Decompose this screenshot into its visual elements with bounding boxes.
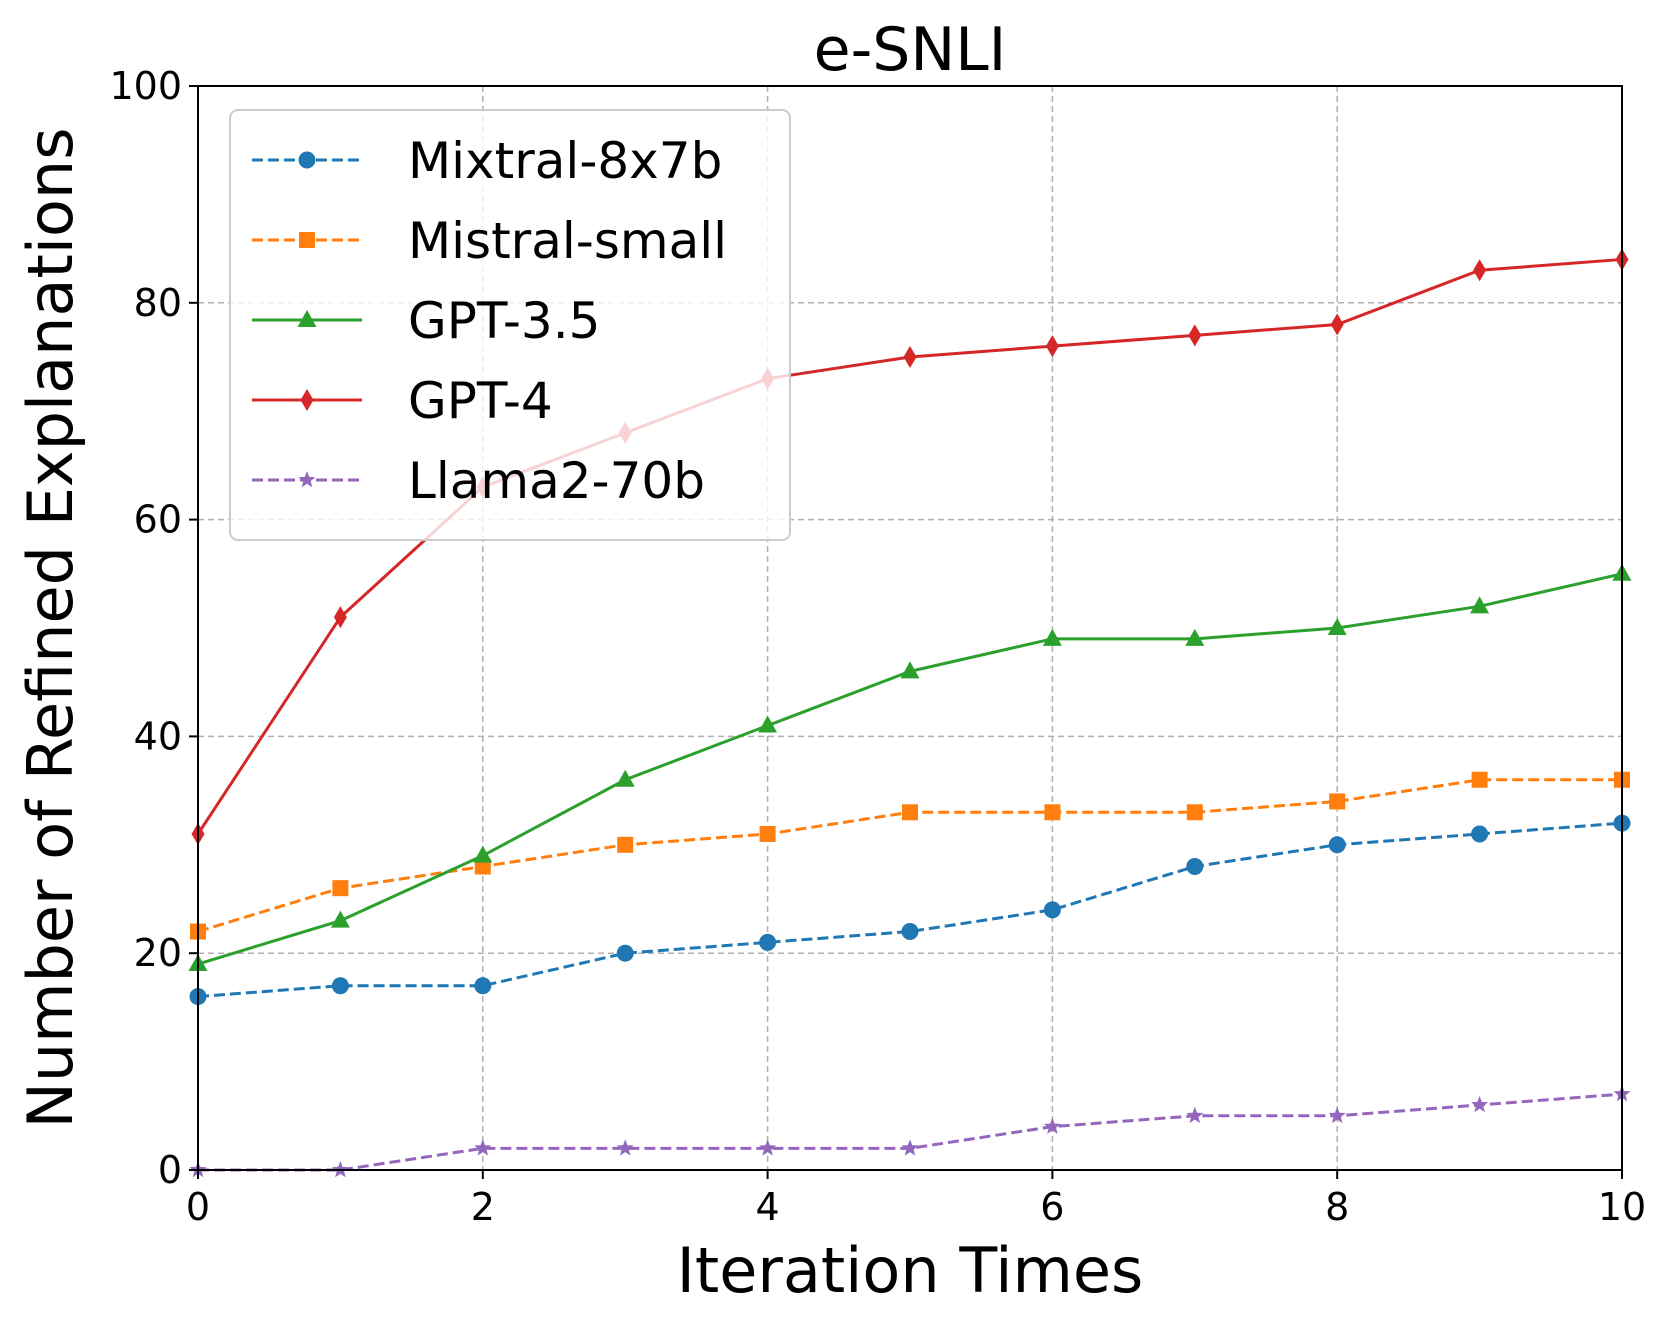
data-point xyxy=(759,1139,777,1156)
series-line xyxy=(197,778,1622,933)
x-tick-label: 2 xyxy=(471,1185,495,1229)
data-point xyxy=(1043,901,1061,919)
data-point xyxy=(332,880,349,897)
data-point xyxy=(1043,1117,1061,1134)
x-tick-label: 4 xyxy=(756,1185,780,1229)
legend-item: Mistral-small xyxy=(252,212,727,270)
legend-item: GPT-4 xyxy=(252,372,553,430)
series-llama2-70b xyxy=(189,1085,1631,1178)
data-point xyxy=(1186,857,1204,875)
data-point xyxy=(1188,324,1202,347)
data-point xyxy=(474,1139,492,1156)
y-tick-label: 0 xyxy=(158,1148,182,1192)
legend-label: Llama2-70b xyxy=(408,452,705,510)
data-point xyxy=(1044,804,1061,821)
x-tick-label: 6 xyxy=(1040,1185,1064,1229)
data-point xyxy=(616,944,634,962)
data-point xyxy=(759,933,777,951)
data-point xyxy=(617,836,634,853)
legend-label: GPT-3.5 xyxy=(408,292,600,350)
series-line xyxy=(198,1092,1623,1172)
data-point xyxy=(903,346,917,368)
legend-box xyxy=(229,109,791,541)
data-point xyxy=(1470,596,1490,614)
legend-marker xyxy=(298,151,316,169)
series-gpt-3-5 xyxy=(188,563,1632,972)
data-point xyxy=(902,804,918,821)
data-point xyxy=(1186,804,1203,821)
data-point xyxy=(473,845,493,863)
series-line xyxy=(197,572,1623,966)
y-tick-label: 100 xyxy=(109,64,182,108)
data-point xyxy=(1045,335,1059,358)
legend-label: Mixtral-8x7b xyxy=(408,132,722,190)
data-point xyxy=(1473,259,1487,282)
data-point xyxy=(615,769,635,787)
legend-marker xyxy=(299,232,315,248)
data-point xyxy=(333,606,347,629)
data-point xyxy=(1327,618,1347,635)
data-point xyxy=(1329,793,1346,810)
x-tick-label: 0 xyxy=(186,1185,210,1229)
data-point xyxy=(1328,836,1346,854)
data-point xyxy=(901,923,919,941)
data-point xyxy=(1185,628,1205,646)
series-line xyxy=(197,821,1623,999)
legend-marker xyxy=(300,389,314,411)
data-point xyxy=(759,825,776,842)
legend-marker xyxy=(297,310,317,327)
data-point xyxy=(900,661,920,679)
data-point xyxy=(1042,628,1062,646)
legend-label: GPT-4 xyxy=(408,372,553,430)
legend-item: Mixtral-8x7b xyxy=(252,132,722,190)
y-axis-title: Number of Refined Explanations xyxy=(14,127,87,1128)
y-tick-label: 80 xyxy=(134,281,182,325)
data-point xyxy=(616,1139,634,1156)
plot-frame xyxy=(197,85,1623,1171)
legend: Mixtral-8x7b Mistral-small GPT-3.5 GPT-4 Lla… xyxy=(229,109,791,541)
x-tick-label: 10 xyxy=(1598,1185,1646,1229)
data-point xyxy=(1328,1106,1346,1124)
data-point xyxy=(758,715,778,733)
y-tick-label: 20 xyxy=(134,931,182,975)
data-point xyxy=(331,977,349,995)
data-point xyxy=(1186,1106,1204,1124)
chart-title: e-SNLI xyxy=(814,15,1007,85)
data-point xyxy=(901,1139,919,1156)
x-axis-title: Iteration Times xyxy=(677,1234,1144,1307)
legend-marker xyxy=(298,471,316,488)
series-mistral-small xyxy=(190,771,1630,940)
x-tick-label: 8 xyxy=(1325,1185,1349,1229)
data-point xyxy=(474,977,492,995)
legend-label: Mistral-small xyxy=(408,212,727,270)
y-tick-label: 60 xyxy=(134,498,182,542)
series-mixtral-8x7b xyxy=(189,814,1631,1006)
legend-item: Llama2-70b xyxy=(252,452,705,510)
y-tick-label: 40 xyxy=(134,714,182,758)
data-point xyxy=(1471,771,1488,788)
data-point xyxy=(1471,825,1489,843)
legend-item: GPT-3.5 xyxy=(252,292,600,350)
data-point xyxy=(330,910,350,928)
data-point xyxy=(1330,313,1344,336)
data-point xyxy=(1471,1095,1489,1113)
